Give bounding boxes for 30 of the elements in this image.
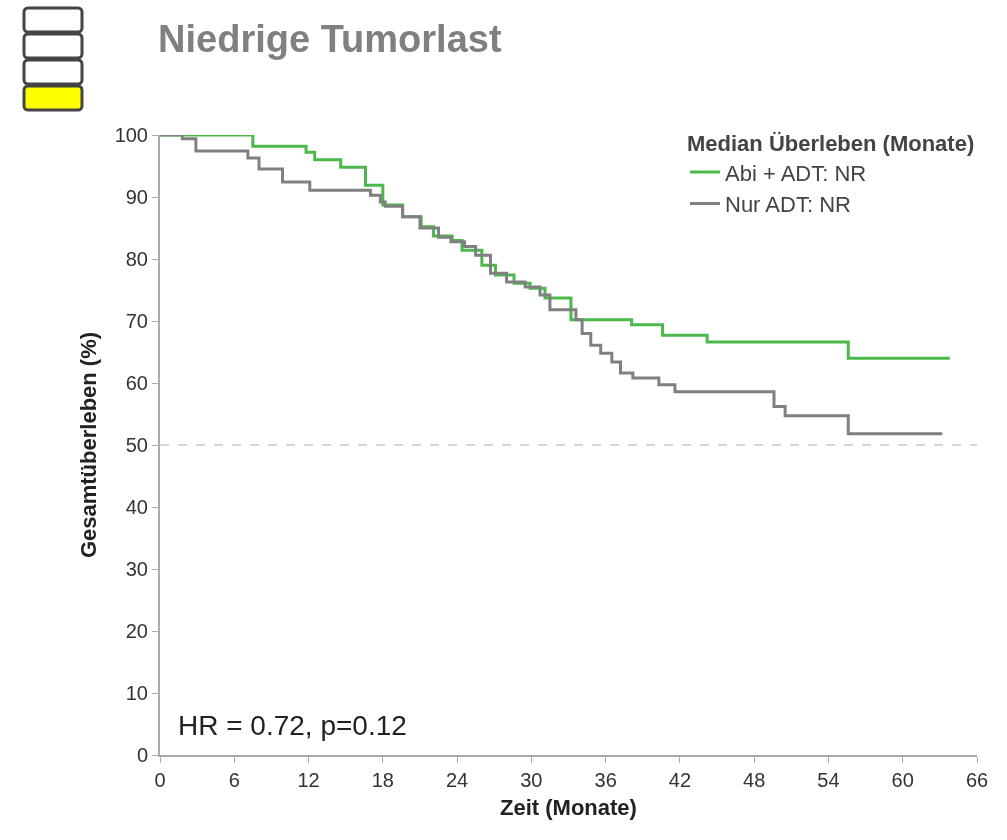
y-tick-label: 70: [125, 310, 148, 332]
x-tick-label: 48: [743, 769, 766, 791]
x-tick-label: 66: [965, 769, 989, 791]
legend-label: Nur ADT: NR: [725, 192, 851, 218]
y-tick-label: 30: [125, 558, 148, 580]
y-axis-title: Gesamtüberleben (%): [75, 331, 101, 559]
x-tick-label: 30: [520, 769, 543, 791]
y-tick-label: 100: [114, 124, 148, 146]
x-tick-label: 42: [668, 769, 692, 791]
x-tick-label: 24: [445, 769, 469, 791]
y-tick-label: 0: [136, 744, 148, 766]
x-tick-label: 12: [297, 769, 320, 791]
y-tick-label: 40: [125, 496, 148, 518]
annotation: HR = 0.72, p=0.12: [178, 710, 407, 741]
y-tick-label: 50: [125, 434, 148, 456]
x-tick-label: 54: [817, 769, 840, 791]
x-tick-label: 6: [228, 769, 240, 791]
x-tick-label: 18: [371, 769, 394, 791]
x-tick-label: 60: [891, 769, 914, 791]
y-tick-label: 10: [125, 682, 148, 704]
x-tick-label: 0: [154, 769, 166, 791]
y-tick-label: 60: [125, 372, 148, 394]
x-tick-label: 36: [594, 769, 617, 791]
y-tick-label: 80: [125, 248, 148, 270]
y-tick-label: 90: [125, 186, 148, 208]
y-tick-label: 20: [125, 620, 148, 642]
x-axis-title: Zeit (Monate): [500, 795, 637, 821]
legend-label: Abi + ADT: NR: [725, 160, 867, 186]
legend-title: Median Überleben (Monate): [687, 131, 975, 157]
chart-title: Niedrige Tumorlast: [158, 17, 502, 60]
